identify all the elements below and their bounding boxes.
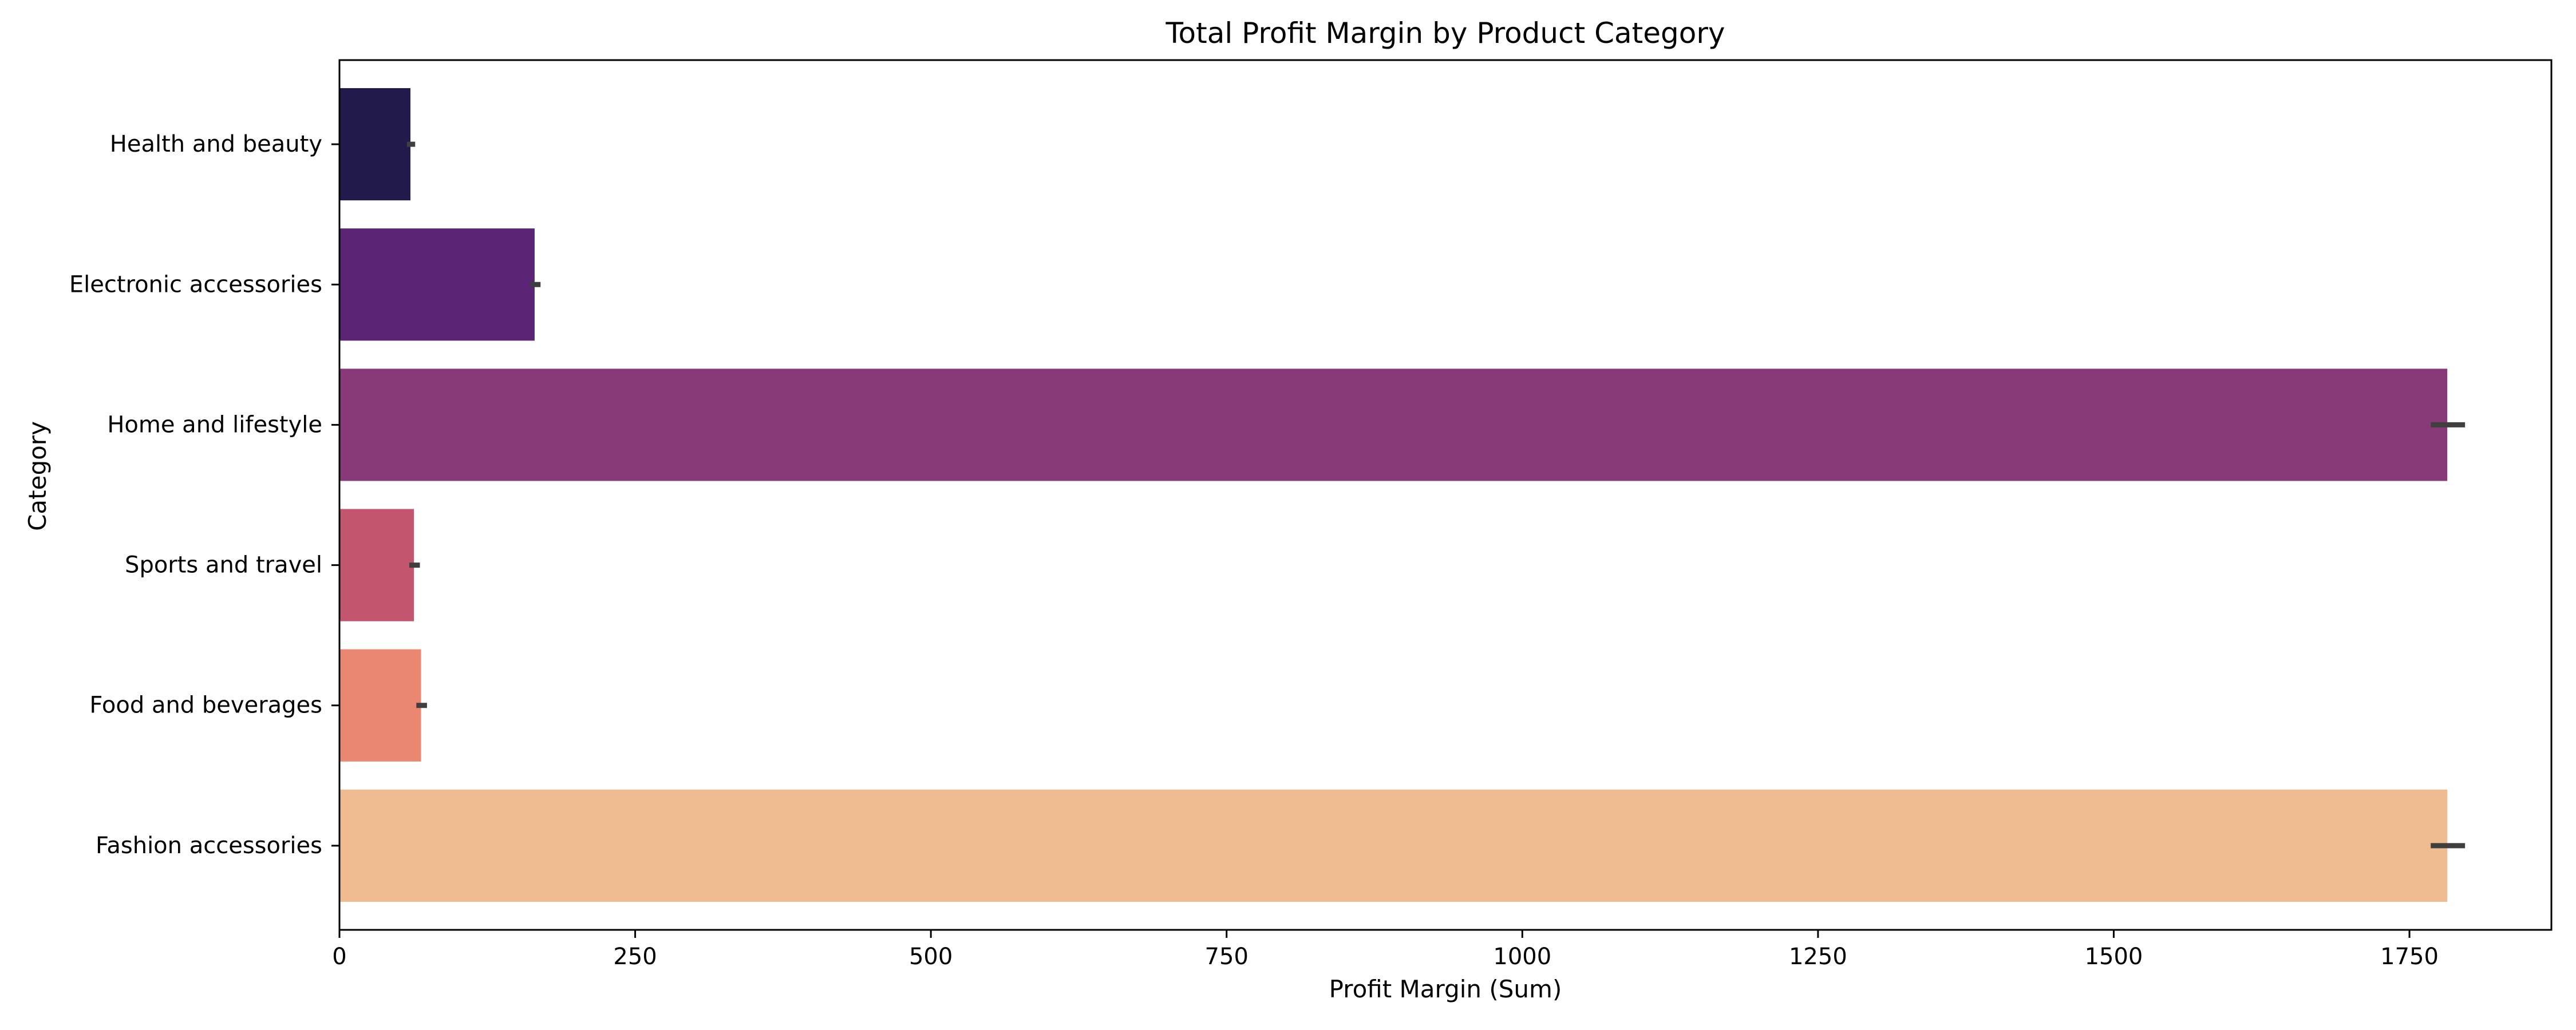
x-tick-label-2: 500 xyxy=(909,944,953,970)
x-tick-label-7: 1750 xyxy=(2380,944,2439,970)
y-axis-label: Category xyxy=(23,421,52,531)
plot-frame xyxy=(338,59,2553,931)
error-bars-layer xyxy=(406,141,2466,849)
x-tick-label-0: 0 xyxy=(332,944,346,970)
bar-2 xyxy=(339,369,2448,481)
bars-layer xyxy=(339,88,2448,902)
chart-title: Total Profit Margin by Product Category xyxy=(1165,17,1725,50)
x-tick-label-4: 1000 xyxy=(1493,944,1551,970)
y-tick-label-5: Fashion accessories xyxy=(96,833,322,859)
x-tick-label-3: 750 xyxy=(1205,944,1249,970)
y-tick-label-2: Home and lifestyle xyxy=(107,411,322,438)
y-tick-label-4: Food and beverages xyxy=(89,692,322,719)
y-tick-label-1: Electronic accessories xyxy=(69,271,322,298)
x-axis-label: Profit Margin (Sum) xyxy=(1329,975,1562,1003)
x-tick-label-6: 1500 xyxy=(2085,944,2143,970)
bar-0 xyxy=(339,88,410,201)
x-axis: 0 250 500 750 1000 1250 1500 1750 xyxy=(332,930,2439,970)
bar-4 xyxy=(339,649,421,762)
x-tick-label-5: 1250 xyxy=(1789,944,1847,970)
bar-5 xyxy=(339,789,2448,902)
y-tick-label-3: Sports and travel xyxy=(125,552,322,579)
y-axis: Health and beauty Electronic accessories H… xyxy=(69,131,339,859)
bar-1 xyxy=(339,228,535,341)
y-tick-label-0: Health and beauty xyxy=(110,131,322,157)
x-tick-label-1: 250 xyxy=(613,944,657,970)
bar-3 xyxy=(339,509,414,621)
